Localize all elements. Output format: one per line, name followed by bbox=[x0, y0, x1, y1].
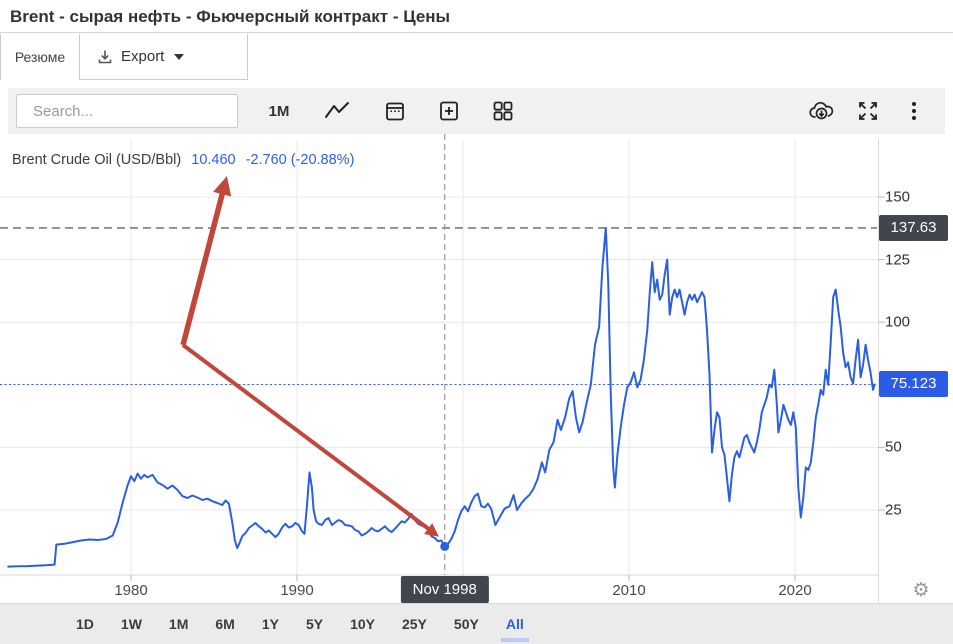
y-axis-label: 150 bbox=[885, 188, 911, 206]
range-button-all[interactable]: All bbox=[500, 616, 529, 642]
chart-plot[interactable] bbox=[0, 134, 953, 603]
add-panel-icon bbox=[440, 101, 458, 121]
y-axis-label: 100 bbox=[885, 313, 911, 331]
caret-down-icon bbox=[174, 53, 185, 60]
x-axis-label: 1990 bbox=[280, 582, 314, 599]
x-axis-label: 2020 bbox=[778, 582, 812, 599]
layout-grid-icon bbox=[493, 101, 513, 121]
chart-style-button[interactable] bbox=[320, 94, 354, 128]
range-button-10y[interactable]: 10Y bbox=[350, 616, 375, 632]
interval-button[interactable]: 1M bbox=[262, 94, 296, 128]
title-bar: Brent - сырая нефть - Фьючерсный контрак… bbox=[0, 0, 953, 33]
cloud-download-icon bbox=[809, 101, 834, 120]
more-options-icon bbox=[912, 102, 916, 120]
cloud-save-button[interactable] bbox=[805, 94, 839, 128]
range-button-1m[interactable]: 1M bbox=[168, 616, 189, 632]
series-name: Brent Crude Oil (USD/Bbl) bbox=[12, 152, 182, 168]
range-button-1d[interactable]: 1D bbox=[76, 616, 94, 632]
page-title: Brent - сырая нефть - Фьючерсный контрак… bbox=[10, 7, 451, 26]
y-axis-label: 25 bbox=[885, 501, 902, 519]
add-panel-button[interactable] bbox=[432, 94, 466, 128]
layout-grid-button[interactable] bbox=[486, 94, 520, 128]
range-button-1w[interactable]: 1W bbox=[120, 616, 142, 632]
price-series-line bbox=[7, 227, 876, 568]
chart-toolbar: 1M bbox=[8, 88, 945, 134]
search-box[interactable] bbox=[16, 94, 238, 128]
fullscreen-button[interactable] bbox=[851, 94, 885, 128]
tab-strip: Резюме Export bbox=[0, 34, 953, 81]
range-bar: 1D 1W 1M 6M 1Y 5Y 10Y 25Y 50Y All bbox=[0, 604, 953, 644]
x-axis-label: 2010 bbox=[612, 582, 646, 599]
crosshair-date-tooltip: Nov 1998 bbox=[400, 576, 489, 603]
interval-label: 1M bbox=[268, 102, 290, 120]
more-options-button[interactable] bbox=[897, 94, 931, 128]
current-price-badge: 75.123 bbox=[879, 371, 948, 398]
fullscreen-icon bbox=[859, 102, 877, 120]
quote-change: -2.760 bbox=[245, 152, 287, 168]
y-axis-label: 125 bbox=[885, 251, 911, 269]
gear-icon[interactable]: ⚙ bbox=[912, 579, 930, 601]
tab-export-label: Export bbox=[121, 48, 165, 65]
tab-summary[interactable]: Резюме bbox=[0, 34, 80, 80]
y-axis-label: 50 bbox=[885, 438, 902, 456]
high-price-badge: 137.63 bbox=[879, 214, 948, 241]
quote-change-pct: (-20.88%) bbox=[290, 152, 355, 168]
quote-last: 10.460 bbox=[191, 152, 236, 168]
chart-area[interactable]: Brent Crude Oil (USD/Bbl) 10.460 -2.760 (-… bbox=[0, 134, 953, 604]
crosshair-point bbox=[440, 541, 450, 551]
range-button-25y[interactable]: 25Y bbox=[401, 616, 427, 632]
series-legend: Brent Crude Oil (USD/Bbl) 10.460 -2.760 (-… bbox=[12, 152, 354, 168]
range-button-5y[interactable]: 5Y bbox=[305, 616, 324, 632]
x-axis-label: 1980 bbox=[114, 582, 148, 599]
calendar-icon bbox=[386, 102, 404, 121]
line-chart-icon bbox=[325, 102, 349, 118]
range-button-6m[interactable]: 6M bbox=[215, 616, 235, 632]
quote: 10.460 -2.760 (-20.88%) bbox=[191, 152, 354, 168]
range-button-1y[interactable]: 1Y bbox=[261, 616, 279, 632]
search-input[interactable] bbox=[31, 101, 234, 121]
toolbar-right-group bbox=[805, 94, 931, 128]
range-button-50y[interactable]: 50Y bbox=[453, 616, 479, 632]
arrow-annotation bbox=[180, 176, 439, 537]
tab-summary-label: Резюме bbox=[14, 49, 66, 65]
tab-export[interactable]: Export bbox=[80, 34, 248, 80]
download-icon bbox=[98, 50, 112, 63]
calendar-button[interactable] bbox=[378, 94, 412, 128]
